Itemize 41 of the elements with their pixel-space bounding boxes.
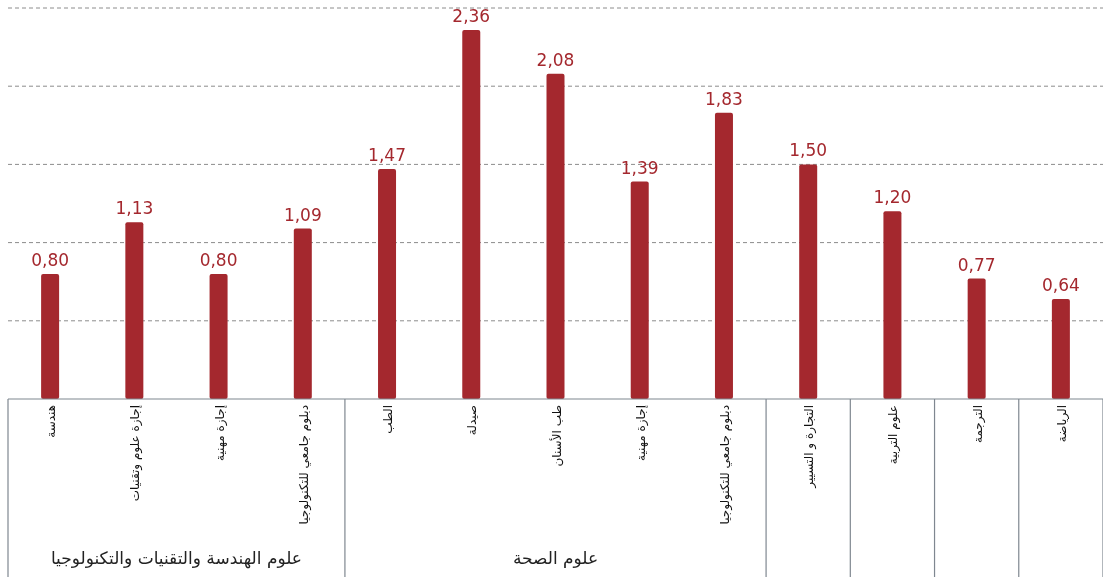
x-tick-label: إجازة مهنية <box>633 405 649 461</box>
x-tick-label: التجارة و التسيير <box>802 405 818 489</box>
bar <box>293 228 312 399</box>
bar <box>630 181 649 399</box>
data-label: 2,36 <box>452 5 491 26</box>
data-label: 2,08 <box>536 49 575 70</box>
x-tick-label: دبلوم جامعي للتكنولوجيا <box>296 405 312 525</box>
bar <box>125 222 144 399</box>
x-tick-label: علوم التربية <box>886 405 902 465</box>
bar <box>1051 298 1070 399</box>
x-tick-label: هندسة <box>44 405 59 438</box>
x-tick-label: الطب <box>381 405 396 434</box>
data-label: 0,80 <box>31 249 70 270</box>
x-tick-label: طب الأسنان <box>548 405 564 467</box>
data-label: 0,77 <box>957 254 996 275</box>
x-tick-label: دبلوم جامعي للتكنولوجيا <box>717 405 733 525</box>
bar <box>546 73 565 399</box>
data-label: 1,09 <box>283 204 322 225</box>
x-tick-label: صيدلة <box>465 405 480 436</box>
x-tick-label: إجازة مهنية <box>212 405 228 461</box>
data-label: 1,39 <box>620 157 659 178</box>
data-label: 1,13 <box>115 198 154 219</box>
bar <box>967 278 986 399</box>
data-label: 1,83 <box>705 88 743 109</box>
bar <box>883 211 902 399</box>
data-label: 0,80 <box>199 249 238 270</box>
bar <box>799 164 818 399</box>
data-label: 0,64 <box>1041 274 1080 295</box>
x-tick-label: الرياضة <box>1054 405 1070 443</box>
data-label: 1,50 <box>789 140 828 161</box>
bar <box>41 273 60 399</box>
bar <box>209 273 228 399</box>
x-tick-label: إجازة علوم وتقنيات <box>128 405 144 502</box>
bar <box>462 29 481 399</box>
data-label: 1,20 <box>873 187 912 208</box>
text: علوم الهندسة والتقنيات والتكنولوجيا <box>50 548 302 569</box>
data-label: 1,47 <box>368 145 406 166</box>
x-tick-label: الترجمة <box>970 405 986 444</box>
bar <box>714 112 733 399</box>
bar <box>378 169 397 399</box>
text: علوم الصحة <box>512 548 599 568</box>
